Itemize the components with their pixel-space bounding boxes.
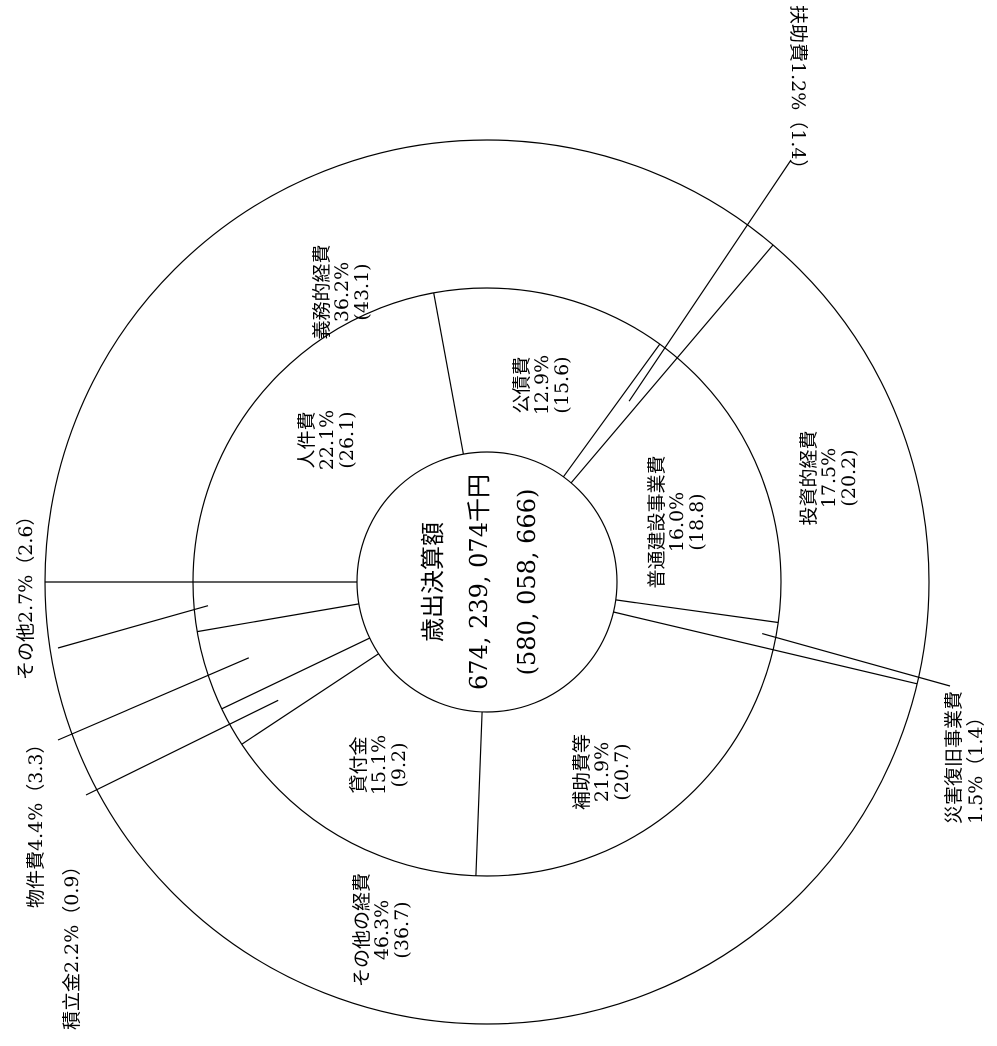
inner-label-prev: (18.8) [686, 493, 708, 550]
callout-sonota: その他2.7%（2.6） [15, 507, 37, 681]
leader-line [57, 605, 209, 649]
inner-label-name: 人件費 [296, 411, 318, 468]
callout-bukkenhi: 物件費4.4%（3.3） [25, 735, 47, 909]
inner-label-hojohi: 補助費等 21.9% (20.7) [571, 734, 633, 810]
outer-label-toshiteki: 投資的経費 17.5% (20.2) [798, 430, 860, 525]
inner-label-jinkenhi: 人件費 22.1% (26.1) [296, 410, 358, 470]
slice-boundary [197, 603, 360, 633]
inner-label-pct: 22.1% [316, 410, 338, 470]
inner-label-pct: 16.0% [666, 492, 688, 552]
leader-lines [57, 159, 951, 796]
center-previous-total: (580, 058, 666) [513, 489, 541, 676]
slice-boundary [221, 637, 370, 710]
slice-boundary [562, 343, 661, 478]
slice-boundary [615, 599, 779, 624]
slice-boundary [475, 711, 483, 876]
outer-label-pct: 36.2% [331, 262, 353, 322]
callout-fujohi: 扶助費1.2%（1.4） [787, 5, 809, 179]
leader-line [762, 633, 951, 687]
center-total: 674, 239, 074千円 [465, 474, 493, 690]
inner-label-prev: (9.2) [388, 742, 410, 787]
slice-boundary [433, 292, 464, 455]
inner-label-name: 補助費等 [571, 734, 593, 810]
center-title: 歳出決算額 [419, 522, 447, 642]
callout-saigai-line1: 災害復旧事業費 [943, 691, 965, 824]
inner-label-name: 貸付金 [348, 736, 370, 793]
outer-label-name: 義務的経費 [311, 244, 333, 339]
outer-label-pct: 17.5% [818, 448, 840, 508]
inner-label-pct: 12.9% [531, 355, 553, 415]
callout-saigai: 災害復旧事業費 1.5%（1.4） [943, 691, 987, 824]
inner-label-name: 普通建設事業費 [646, 455, 668, 588]
inner-label-kashitsukekin: 貸付金 15.1% (9.2) [348, 735, 410, 795]
outer-label-name: 投資的経費 [798, 430, 820, 525]
slice-boundary [613, 611, 918, 685]
leader-line [57, 657, 250, 741]
inner-label-prev: (26.1) [336, 411, 358, 468]
outer-label-sonota-keihi: その他の経費 46.3% (36.7) [351, 873, 413, 987]
outer-label-name: その他の経費 [351, 873, 373, 987]
leader-line [85, 699, 279, 796]
outer-label-prev: (36.7) [391, 901, 413, 958]
slice-boundary [570, 244, 774, 484]
inner-label-prev: (20.7) [611, 743, 633, 800]
slice-boundaries [45, 244, 918, 876]
inner-label-pct: 21.9% [591, 742, 613, 802]
inner-label-pct: 15.1% [368, 735, 390, 795]
slice-boundary [241, 653, 379, 745]
inner-label-prev: (15.6) [551, 356, 573, 413]
center-label: 歳出決算額 674, 239, 074千円 (580, 058, 666) [419, 474, 541, 690]
callout-saigai-line2: 1.5%（1.4） [965, 708, 987, 825]
inner-label-kousaihi: 公債費 12.9% (15.6) [511, 355, 573, 415]
outer-label-gimuteki: 義務的経費 36.2% (43.1) [311, 244, 373, 339]
leader-line [628, 159, 792, 402]
outer-label-prev: (43.1) [351, 263, 373, 320]
inner-label-name: 公債費 [511, 356, 533, 413]
callout-tsumitatekin: 積立金2.2%（0.9） [61, 857, 83, 1031]
inner-label-futsuu-kensetsu: 普通建設事業費 16.0% (18.8) [646, 455, 708, 588]
outer-label-pct: 46.3% [371, 900, 393, 960]
outer-label-prev: (20.2) [838, 449, 860, 506]
